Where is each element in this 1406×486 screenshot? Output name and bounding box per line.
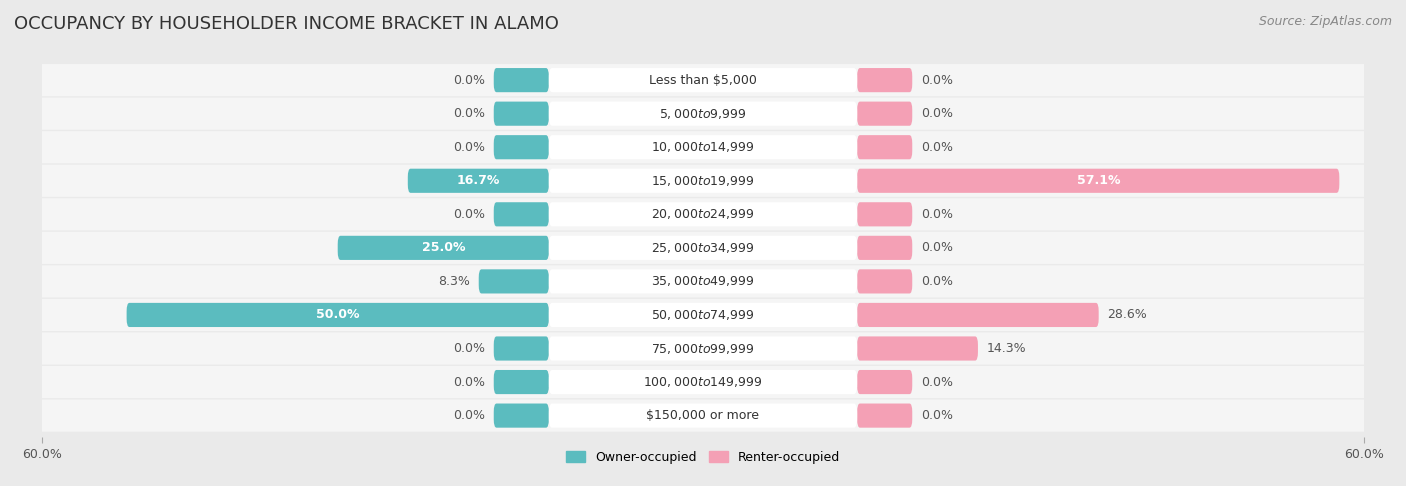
FancyBboxPatch shape bbox=[548, 68, 858, 92]
FancyBboxPatch shape bbox=[408, 169, 548, 193]
FancyBboxPatch shape bbox=[37, 64, 1369, 96]
Text: $75,000 to $99,999: $75,000 to $99,999 bbox=[651, 342, 755, 355]
FancyBboxPatch shape bbox=[858, 102, 912, 126]
FancyBboxPatch shape bbox=[548, 135, 858, 159]
FancyBboxPatch shape bbox=[37, 332, 1369, 364]
Text: 25.0%: 25.0% bbox=[422, 242, 465, 254]
Text: 0.0%: 0.0% bbox=[921, 141, 953, 154]
FancyBboxPatch shape bbox=[37, 198, 1369, 230]
Text: 0.0%: 0.0% bbox=[921, 409, 953, 422]
FancyBboxPatch shape bbox=[548, 303, 858, 327]
Text: $10,000 to $14,999: $10,000 to $14,999 bbox=[651, 140, 755, 154]
Text: $5,000 to $9,999: $5,000 to $9,999 bbox=[659, 106, 747, 121]
FancyBboxPatch shape bbox=[37, 232, 1369, 264]
FancyBboxPatch shape bbox=[37, 165, 1369, 197]
FancyBboxPatch shape bbox=[548, 403, 858, 428]
Text: $50,000 to $74,999: $50,000 to $74,999 bbox=[651, 308, 755, 322]
FancyBboxPatch shape bbox=[37, 299, 1369, 331]
FancyBboxPatch shape bbox=[37, 131, 1369, 163]
Text: Less than $5,000: Less than $5,000 bbox=[650, 73, 756, 87]
FancyBboxPatch shape bbox=[494, 202, 548, 226]
Legend: Owner-occupied, Renter-occupied: Owner-occupied, Renter-occupied bbox=[561, 446, 845, 469]
Text: 50.0%: 50.0% bbox=[316, 309, 360, 321]
Text: 0.0%: 0.0% bbox=[453, 73, 485, 87]
FancyBboxPatch shape bbox=[858, 169, 1340, 193]
FancyBboxPatch shape bbox=[858, 269, 912, 294]
FancyBboxPatch shape bbox=[127, 303, 548, 327]
Text: 0.0%: 0.0% bbox=[921, 242, 953, 254]
Text: 0.0%: 0.0% bbox=[921, 107, 953, 120]
Text: 0.0%: 0.0% bbox=[453, 107, 485, 120]
Text: 0.0%: 0.0% bbox=[453, 342, 485, 355]
Text: $100,000 to $149,999: $100,000 to $149,999 bbox=[644, 375, 762, 389]
FancyBboxPatch shape bbox=[858, 370, 912, 394]
Text: 0.0%: 0.0% bbox=[453, 141, 485, 154]
Text: $20,000 to $24,999: $20,000 to $24,999 bbox=[651, 208, 755, 221]
FancyBboxPatch shape bbox=[548, 202, 858, 226]
FancyBboxPatch shape bbox=[37, 366, 1369, 398]
FancyBboxPatch shape bbox=[337, 236, 548, 260]
FancyBboxPatch shape bbox=[494, 135, 548, 159]
FancyBboxPatch shape bbox=[478, 269, 548, 294]
FancyBboxPatch shape bbox=[548, 102, 858, 126]
FancyBboxPatch shape bbox=[548, 269, 858, 294]
FancyBboxPatch shape bbox=[548, 169, 858, 193]
FancyBboxPatch shape bbox=[858, 135, 912, 159]
FancyBboxPatch shape bbox=[548, 236, 858, 260]
FancyBboxPatch shape bbox=[37, 98, 1369, 130]
Text: 0.0%: 0.0% bbox=[921, 275, 953, 288]
Text: 57.1%: 57.1% bbox=[1077, 174, 1121, 187]
FancyBboxPatch shape bbox=[858, 236, 912, 260]
Text: $15,000 to $19,999: $15,000 to $19,999 bbox=[651, 174, 755, 188]
Text: 0.0%: 0.0% bbox=[453, 208, 485, 221]
FancyBboxPatch shape bbox=[37, 265, 1369, 297]
FancyBboxPatch shape bbox=[494, 102, 548, 126]
Text: OCCUPANCY BY HOUSEHOLDER INCOME BRACKET IN ALAMO: OCCUPANCY BY HOUSEHOLDER INCOME BRACKET … bbox=[14, 15, 560, 33]
FancyBboxPatch shape bbox=[494, 403, 548, 428]
Text: $35,000 to $49,999: $35,000 to $49,999 bbox=[651, 275, 755, 288]
FancyBboxPatch shape bbox=[858, 403, 912, 428]
FancyBboxPatch shape bbox=[494, 370, 548, 394]
FancyBboxPatch shape bbox=[858, 336, 979, 361]
FancyBboxPatch shape bbox=[548, 370, 858, 394]
Text: Source: ZipAtlas.com: Source: ZipAtlas.com bbox=[1258, 15, 1392, 28]
Text: 8.3%: 8.3% bbox=[439, 275, 470, 288]
Text: 0.0%: 0.0% bbox=[921, 376, 953, 388]
FancyBboxPatch shape bbox=[858, 68, 912, 92]
FancyBboxPatch shape bbox=[858, 202, 912, 226]
Text: 0.0%: 0.0% bbox=[921, 208, 953, 221]
FancyBboxPatch shape bbox=[858, 303, 1098, 327]
Text: $150,000 or more: $150,000 or more bbox=[647, 409, 759, 422]
FancyBboxPatch shape bbox=[494, 68, 548, 92]
Text: 28.6%: 28.6% bbox=[1108, 309, 1147, 321]
Text: 0.0%: 0.0% bbox=[921, 73, 953, 87]
FancyBboxPatch shape bbox=[548, 336, 858, 361]
Text: 14.3%: 14.3% bbox=[987, 342, 1026, 355]
Text: 0.0%: 0.0% bbox=[453, 409, 485, 422]
FancyBboxPatch shape bbox=[37, 399, 1369, 432]
FancyBboxPatch shape bbox=[494, 336, 548, 361]
Text: 16.7%: 16.7% bbox=[457, 174, 501, 187]
Text: $25,000 to $34,999: $25,000 to $34,999 bbox=[651, 241, 755, 255]
Text: 0.0%: 0.0% bbox=[453, 376, 485, 388]
